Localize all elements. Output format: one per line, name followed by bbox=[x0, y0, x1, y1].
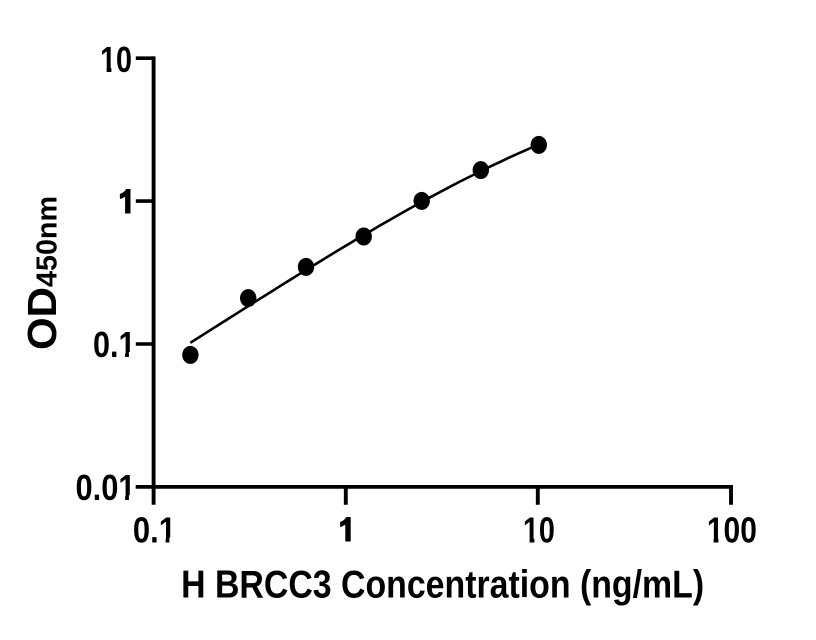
svg-text:450nm: 450nm bbox=[31, 196, 63, 287]
svg-text:100: 100 bbox=[707, 510, 757, 551]
svg-text:10: 10 bbox=[100, 39, 132, 80]
svg-text:0.01: 0.01 bbox=[76, 467, 136, 508]
svg-text:H BRCC3 Concentration (ng/mL): H BRCC3 Concentration (ng/mL) bbox=[181, 563, 704, 606]
svg-text:OD: OD bbox=[19, 287, 65, 350]
svg-text:0.1: 0.1 bbox=[93, 324, 136, 365]
svg-text:10: 10 bbox=[523, 510, 555, 551]
svg-text:0.1: 0.1 bbox=[133, 510, 176, 551]
